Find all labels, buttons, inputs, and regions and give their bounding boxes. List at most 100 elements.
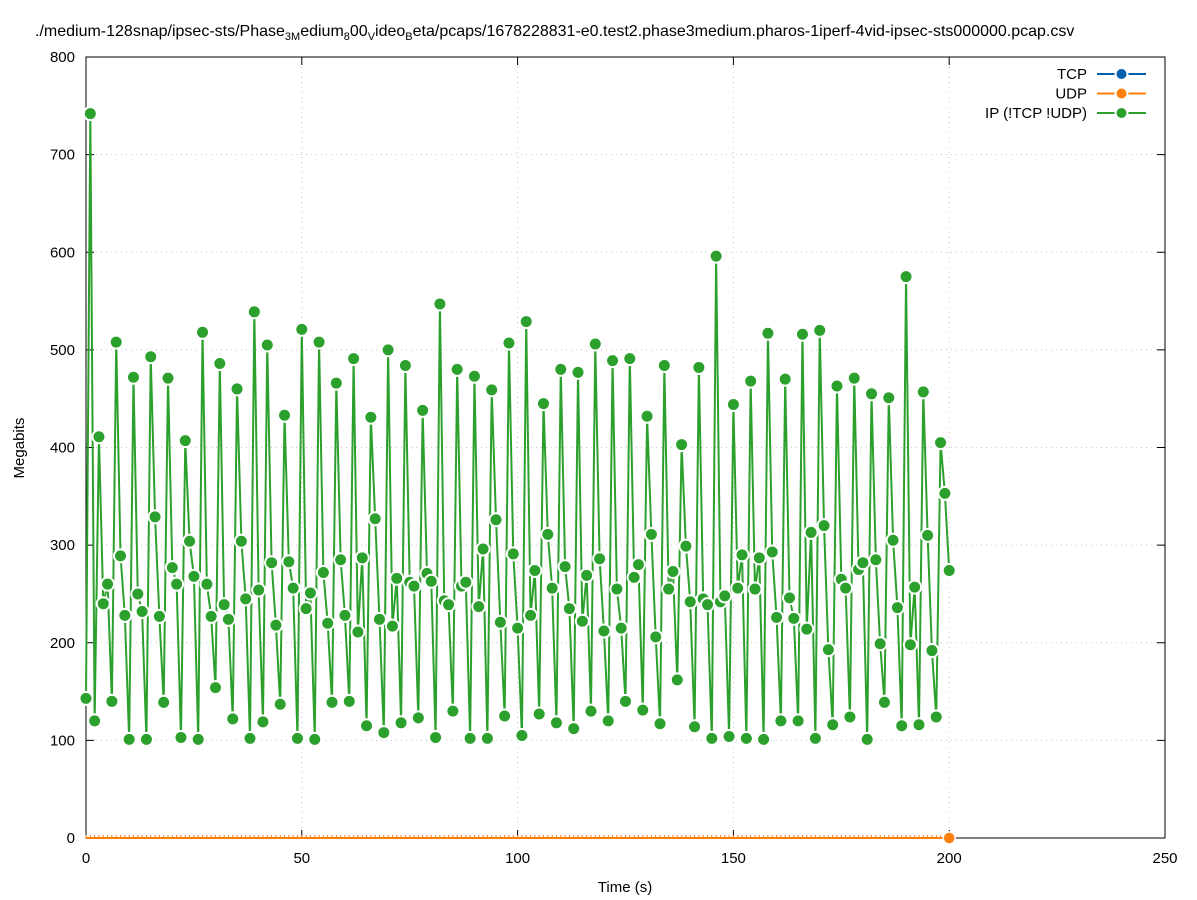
data-point xyxy=(255,714,271,730)
data-point xyxy=(449,361,465,377)
data-point xyxy=(574,613,590,629)
data-point xyxy=(566,721,582,737)
series-2 xyxy=(78,106,957,747)
data-point xyxy=(182,533,198,549)
data-point xyxy=(333,552,349,568)
data-point xyxy=(846,370,862,386)
data-point xyxy=(596,623,612,639)
data-point xyxy=(229,381,245,397)
data-point xyxy=(216,597,232,613)
data-point xyxy=(87,713,103,729)
data-point xyxy=(583,703,599,719)
data-point xyxy=(639,408,655,424)
data-point xyxy=(302,585,318,601)
x-tick-label: 50 xyxy=(293,850,310,867)
data-point xyxy=(630,557,646,573)
data-point xyxy=(397,357,413,373)
data-point xyxy=(691,359,707,375)
data-point xyxy=(324,694,340,710)
data-point xyxy=(173,729,189,745)
data-point xyxy=(104,693,120,709)
data-point xyxy=(311,334,327,350)
data-point xyxy=(277,407,293,423)
y-tick-label: 300 xyxy=(50,537,75,554)
data-point xyxy=(661,581,677,597)
data-point xyxy=(570,364,586,380)
data-point xyxy=(91,429,107,445)
data-point xyxy=(242,730,258,746)
data-point xyxy=(760,325,776,341)
data-point xyxy=(773,713,789,729)
data-point xyxy=(151,608,167,624)
data-point xyxy=(622,351,638,367)
data-point xyxy=(225,711,241,727)
data-point xyxy=(799,621,815,637)
x-tick-label: 150 xyxy=(721,850,746,867)
data-point xyxy=(721,728,737,744)
data-point xyxy=(842,709,858,725)
data-point xyxy=(281,554,297,570)
legend-swatch-marker xyxy=(1114,86,1129,101)
data-point xyxy=(920,527,936,543)
data-point xyxy=(859,731,875,747)
data-point xyxy=(95,596,111,612)
data-point xyxy=(915,384,931,400)
data-point xyxy=(134,604,150,620)
data-point xyxy=(643,526,659,542)
data-point xyxy=(825,717,841,733)
data-point xyxy=(268,617,284,633)
data-point xyxy=(315,564,331,580)
data-point xyxy=(380,342,396,358)
data-point xyxy=(169,576,185,592)
data-point xyxy=(359,718,375,734)
data-point xyxy=(147,509,163,525)
x-tick-label: 250 xyxy=(1152,850,1177,867)
data-point xyxy=(635,702,651,718)
data-point xyxy=(816,518,832,534)
data-point xyxy=(937,485,953,501)
data-point xyxy=(125,369,141,385)
data-point xyxy=(592,551,608,567)
data-point xyxy=(531,706,547,722)
data-point xyxy=(207,680,223,696)
y-tick-label: 700 xyxy=(50,147,75,164)
data-point xyxy=(665,563,681,579)
data-point xyxy=(138,731,154,747)
data-point xyxy=(371,611,387,627)
data-point xyxy=(289,730,305,746)
data-point xyxy=(527,563,543,579)
data-point xyxy=(82,106,98,122)
data-point xyxy=(164,560,180,576)
data-point xyxy=(410,710,426,726)
data-point xyxy=(285,580,301,596)
data-point xyxy=(898,269,914,285)
data-point xyxy=(587,336,603,352)
data-point xyxy=(725,397,741,413)
data-point xyxy=(492,614,508,630)
y-tick-label: 600 xyxy=(50,244,75,261)
data-point xyxy=(238,591,254,607)
data-point xyxy=(656,357,672,373)
data-point xyxy=(829,378,845,394)
data-point xyxy=(466,368,482,384)
data-point xyxy=(618,693,633,709)
data-point xyxy=(738,730,754,746)
data-point xyxy=(113,548,129,564)
data-point xyxy=(678,538,694,554)
data-point xyxy=(203,608,219,624)
data-point xyxy=(406,578,422,594)
data-point xyxy=(687,719,703,735)
data-point xyxy=(272,696,288,712)
data-point xyxy=(376,725,392,741)
data-point xyxy=(868,552,884,568)
data-point xyxy=(674,437,690,453)
data-point xyxy=(462,730,478,746)
data-point xyxy=(544,580,560,596)
data-point xyxy=(78,690,94,706)
data-point xyxy=(354,550,370,566)
y-axis: 0 100 200 300 400 500 600 700 800 xyxy=(50,49,1165,847)
data-point xyxy=(143,349,159,365)
data-point xyxy=(803,524,819,540)
data-point xyxy=(889,600,905,616)
data-point xyxy=(497,708,513,724)
